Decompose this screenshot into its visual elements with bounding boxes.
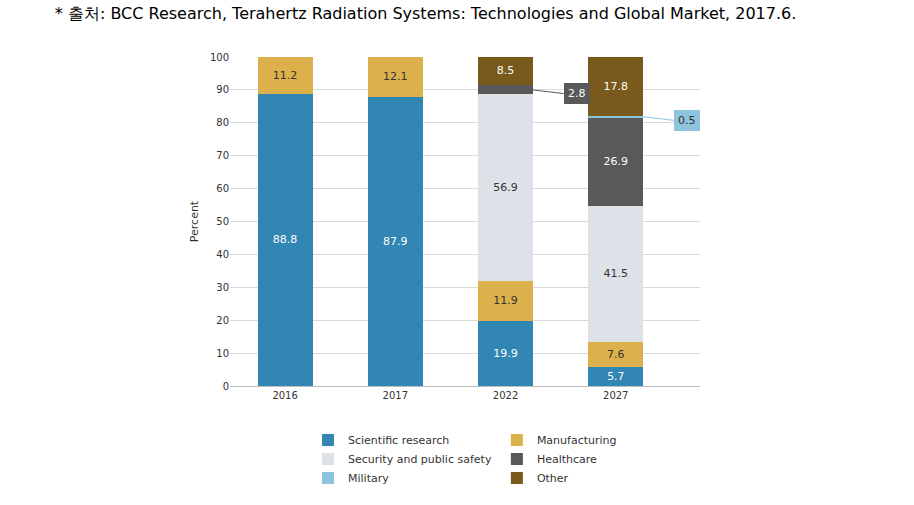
svg-text:26.9: 26.9	[604, 155, 629, 168]
svg-text:* 출처: BCC Research, Terahertz: * 출처: BCC Research, Terahertz Radiation …	[55, 4, 796, 23]
svg-text:87.9: 87.9	[383, 235, 408, 248]
svg-text:8.5: 8.5	[497, 64, 515, 77]
svg-text:60: 60	[216, 183, 229, 194]
svg-text:50: 50	[216, 216, 229, 227]
svg-text:88.8: 88.8	[273, 233, 297, 246]
svg-text:Healthcare: Healthcare	[537, 453, 597, 466]
svg-text:0.5: 0.5	[678, 114, 696, 127]
svg-text:30: 30	[216, 282, 229, 293]
svg-text:41.5: 41.5	[604, 267, 629, 280]
svg-text:Other: Other	[537, 472, 569, 485]
svg-text:5.7: 5.7	[607, 370, 624, 383]
svg-text:2017: 2017	[383, 390, 408, 401]
svg-text:2.8: 2.8	[568, 87, 586, 100]
svg-text:0: 0	[223, 381, 229, 392]
svg-text:Percent: Percent	[188, 200, 201, 242]
svg-text:2022: 2022	[493, 390, 518, 401]
svg-text:70: 70	[216, 150, 229, 161]
svg-text:2016: 2016	[272, 390, 297, 401]
svg-text:40: 40	[216, 249, 229, 260]
svg-text:90: 90	[216, 84, 229, 95]
svg-text:17.8: 17.8	[604, 80, 629, 93]
svg-text:Security and public safety: Security and public safety	[348, 453, 492, 466]
svg-text:Scientific research: Scientific research	[348, 434, 449, 447]
svg-text:11.9: 11.9	[493, 294, 518, 307]
svg-text:Military: Military	[348, 472, 389, 485]
svg-text:80: 80	[216, 117, 229, 128]
svg-text:20: 20	[216, 315, 229, 326]
svg-text:7.6: 7.6	[607, 348, 625, 361]
svg-text:12.1: 12.1	[383, 70, 408, 83]
svg-text:56.9: 56.9	[493, 181, 518, 194]
svg-text:2027: 2027	[603, 390, 628, 401]
svg-text:Manufacturing: Manufacturing	[537, 434, 617, 447]
svg-text:100: 100	[210, 52, 229, 63]
svg-text:19.9: 19.9	[493, 347, 518, 360]
svg-text:11.2: 11.2	[273, 69, 297, 82]
svg-text:10: 10	[216, 348, 229, 359]
